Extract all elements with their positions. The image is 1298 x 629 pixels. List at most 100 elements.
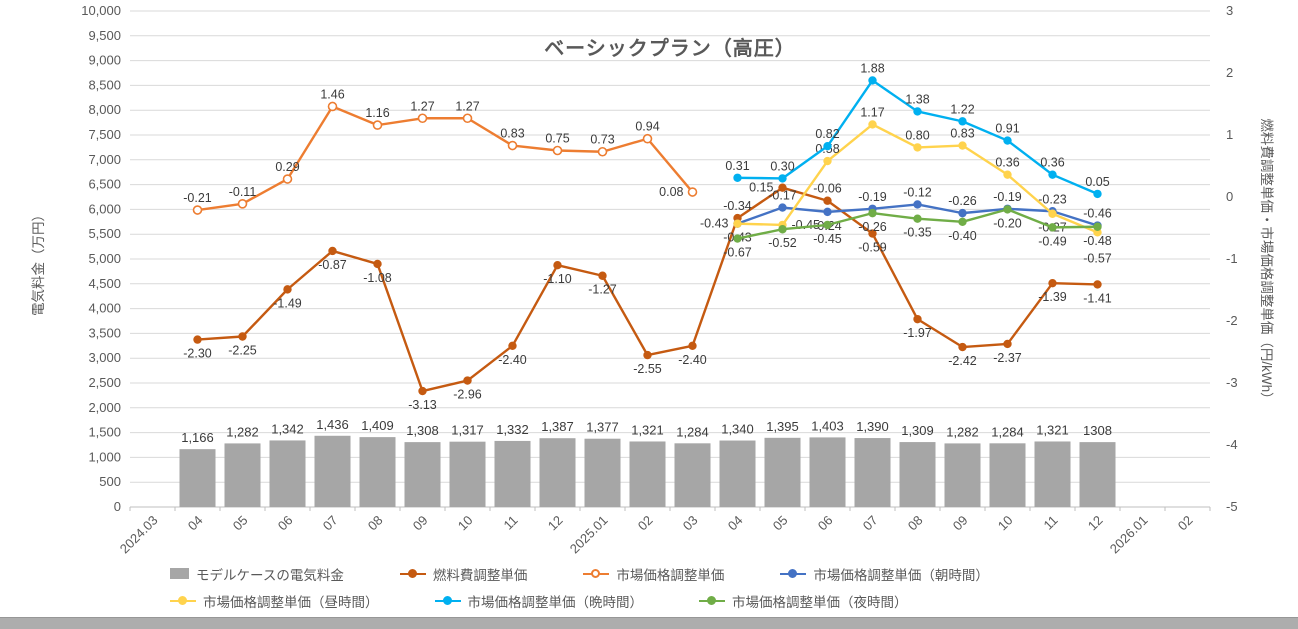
- x-axis-tick-label: 09: [410, 513, 431, 534]
- marker-fuel-cost: [508, 341, 517, 350]
- bar-label: 1,308: [406, 423, 439, 438]
- marker-market-day: [823, 156, 832, 166]
- data-label-market-night: -0.48: [1083, 234, 1112, 248]
- left-axis-tick-label: 3,000: [88, 350, 121, 365]
- bar-label: 1,284: [991, 424, 1024, 439]
- bar-label: 1,390: [856, 419, 889, 434]
- marker-market-night: [823, 220, 832, 230]
- bar-model-case-bill: [269, 440, 306, 507]
- marker-market-evening: [1093, 189, 1102, 199]
- right-axis-tick-label: 3: [1226, 3, 1233, 18]
- marker-market-evening: [913, 107, 922, 116]
- horizontal-scrollbar[interactable]: [0, 617, 1298, 629]
- chart-legend: モデルケースの電気料金 燃料費調整単価 市場価格調整単価 市場価格調整単価（朝時間） 市…: [0, 560, 1298, 614]
- data-label-fuel-cost: -2.40: [678, 353, 707, 367]
- data-label-fuel-cost: -1.97: [903, 326, 932, 340]
- x-axis-tick-label: 05: [230, 513, 251, 534]
- data-label-market-night: -0.45: [813, 232, 842, 246]
- right-axis-tick-label: -1: [1226, 251, 1238, 266]
- bar-label: 1,387: [541, 419, 574, 434]
- left-axis-tick-label: 7,000: [88, 152, 121, 167]
- left-axis-tick-label: 6,500: [88, 177, 121, 192]
- bar-model-case-bill: [899, 442, 936, 507]
- left-axis-tick-label: 7,500: [88, 127, 121, 142]
- data-label-fuel-cost: -1.10: [543, 272, 572, 286]
- data-label-market-evening: 1.22: [950, 102, 974, 116]
- data-label-market-morning: -0.19: [993, 190, 1022, 204]
- data-label-market-morning: -0.26: [948, 194, 977, 208]
- left-axis-tick-label: 0: [114, 499, 121, 514]
- marker-fuel-cost: [778, 183, 787, 192]
- right-axis-tick-label: -5: [1226, 499, 1238, 514]
- marker-market-price: [642, 133, 653, 144]
- line-market-price: [197, 105, 694, 212]
- bar-model-case-bill: [539, 438, 576, 507]
- marker-fuel-cost: [373, 259, 382, 269]
- x-axis-tick-label: 03: [680, 513, 701, 534]
- data-label-fuel-cost: -2.25: [228, 344, 257, 358]
- left-axis-tick-label: 9,500: [88, 28, 121, 43]
- legend-marker-icon: [407, 569, 417, 578]
- legend-item-model-case-bill: モデルケースの電気料金: [170, 564, 344, 584]
- bar-label: 1,284: [676, 424, 709, 439]
- left-axis-tick-label: 1,500: [88, 425, 121, 440]
- marker-market-price: [462, 113, 473, 124]
- bar-label: 1,340: [721, 422, 754, 437]
- legend-line-swatch: [780, 569, 807, 578]
- marker-market-night: [1048, 223, 1057, 232]
- data-label-market-evening: 0.91: [995, 122, 1019, 136]
- x-axis-tick-label: 04: [725, 513, 746, 534]
- right-axis-tick-label: -2: [1226, 313, 1238, 328]
- x-axis-tick-label: 12: [1085, 513, 1106, 534]
- right-axis-tick-label: -3: [1226, 375, 1238, 390]
- combo-chart: 05001,0001,5002,0002,5003,0003,5004,0004…: [81, 3, 1238, 556]
- marker-market-night: [1093, 222, 1102, 231]
- data-label-fuel-cost: -2.40: [498, 353, 527, 367]
- bar-label: 1,309: [901, 423, 934, 438]
- data-label-fuel-cost: -2.30: [183, 347, 212, 361]
- data-label-market-day: 0.80: [905, 128, 929, 142]
- marker-fuel-cost: [958, 342, 967, 352]
- marker-market-evening: [1003, 136, 1012, 145]
- left-axis-tick-label: 4,500: [88, 276, 121, 291]
- legend-open-marker-icon: [591, 569, 601, 578]
- data-label-market-night: -0.52: [768, 236, 797, 250]
- data-label-fuel-cost: -2.55: [633, 362, 662, 376]
- marker-fuel-cost: [688, 341, 697, 350]
- data-label-market-morning: -0.23: [1038, 192, 1067, 206]
- legend-item-market-evening: 市場価格調整単価（晩時間）: [434, 591, 643, 611]
- bar-model-case-bill: [989, 443, 1026, 507]
- data-label-market-evening: 0.36: [1040, 156, 1064, 170]
- data-label-market-day: 0.83: [950, 127, 974, 141]
- data-label-market-night: -0.20: [993, 216, 1022, 230]
- x-axis-tick-label: 06: [275, 513, 296, 534]
- data-label-market-price: 1.27: [455, 99, 479, 113]
- bar-model-case-bill: [674, 443, 711, 507]
- data-label-fuel-cost: -1.08: [363, 271, 392, 285]
- data-label-fuel-cost: -2.37: [993, 351, 1022, 365]
- marker-fuel-cost: [328, 246, 337, 256]
- left-axis-tick-label: 8,000: [88, 102, 121, 117]
- left-axis-tick-label: 6,000: [88, 201, 121, 216]
- marker-market-evening: [868, 76, 877, 85]
- data-label-fuel-cost: -2.96: [453, 388, 482, 402]
- marker-market-evening: [823, 141, 832, 151]
- marker-fuel-cost: [1048, 278, 1057, 288]
- data-label-market-morning: -0.19: [858, 190, 887, 204]
- data-label-market-night: -0.49: [1038, 234, 1067, 248]
- right-axis-title: 燃料費調整単価・市場価格調整単価（円/kWh）: [1259, 118, 1274, 406]
- bar-model-case-bill: [1079, 442, 1116, 507]
- marker-market-day: [913, 143, 922, 152]
- marker-fuel-cost: [1003, 339, 1012, 349]
- marker-fuel-cost: [418, 386, 427, 396]
- marker-market-night: [778, 225, 787, 234]
- bar-label: 1,282: [226, 424, 259, 439]
- x-axis-tick-label: 05: [770, 513, 791, 534]
- data-label-market-price: 0.83: [500, 127, 524, 141]
- left-axis-tick-label: 500: [99, 474, 121, 489]
- data-label-fuel-cost: -0.87: [318, 258, 347, 272]
- chart-title: ベーシックプラン（高圧）: [544, 38, 796, 60]
- bar-label: 1,317: [451, 423, 484, 438]
- legend-label: 市場価格調整単価（朝時間）: [813, 567, 989, 583]
